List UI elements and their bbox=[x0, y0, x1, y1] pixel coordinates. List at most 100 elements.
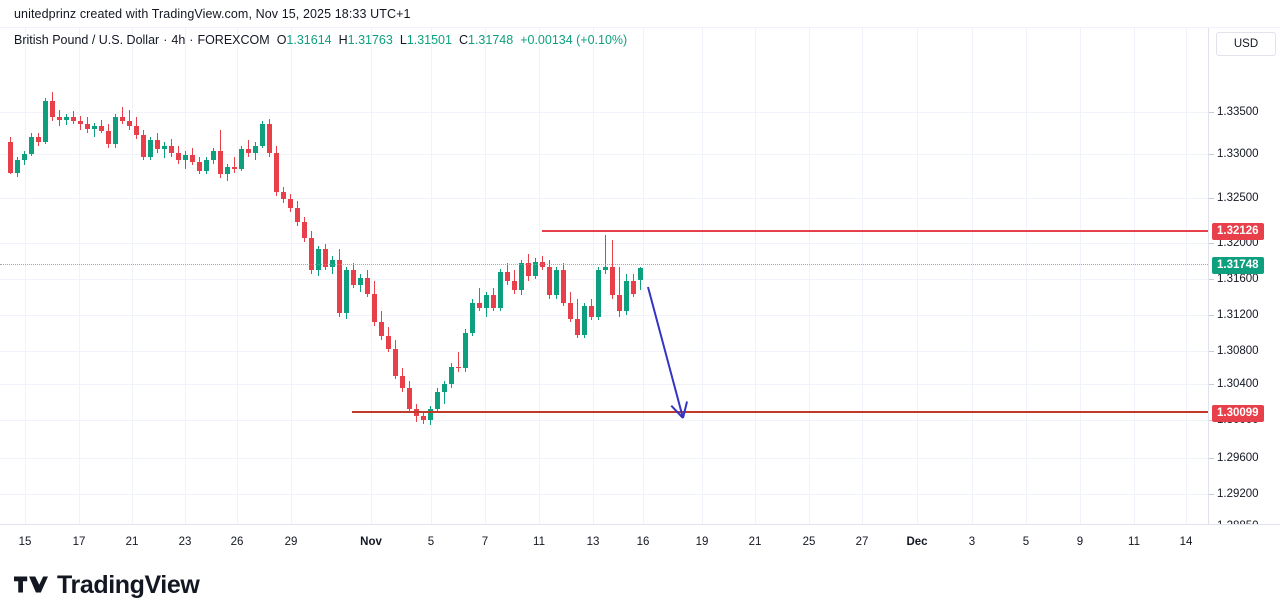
time-tick-label: 26 bbox=[230, 536, 244, 548]
vertical-gridline bbox=[132, 28, 133, 524]
time-tick-label: 11 bbox=[533, 536, 545, 548]
candle-body bbox=[498, 272, 503, 308]
candle-body bbox=[470, 302, 475, 333]
resistance-price-label[interactable]: 1.32126 bbox=[1212, 223, 1264, 240]
candle-body bbox=[505, 272, 510, 282]
currency-label: USD bbox=[1233, 38, 1259, 50]
candle-wick bbox=[94, 122, 95, 137]
price-tick-mark bbox=[1209, 351, 1214, 352]
bearish-projection-arrow[interactable] bbox=[0, 28, 1208, 524]
candle-body bbox=[526, 263, 531, 276]
candle-body bbox=[169, 145, 174, 153]
candle-body bbox=[190, 154, 195, 162]
support-line[interactable] bbox=[352, 411, 1208, 413]
candle-body bbox=[127, 120, 132, 127]
candle-wick bbox=[234, 156, 235, 173]
candle-body bbox=[260, 124, 265, 146]
candle-body bbox=[554, 270, 559, 296]
candle-wick bbox=[185, 151, 186, 169]
candle-wick bbox=[605, 234, 606, 275]
support-price-label[interactable]: 1.30099 bbox=[1212, 405, 1264, 422]
candle-body bbox=[22, 153, 27, 161]
vertical-gridline bbox=[79, 28, 80, 524]
candle-body bbox=[519, 263, 524, 291]
candle-body bbox=[323, 249, 328, 267]
attribution-text: unitedprinz created with TradingView.com… bbox=[14, 6, 411, 21]
candle-body bbox=[603, 266, 608, 271]
time-tick-label: 5 bbox=[1022, 536, 1030, 548]
tradingview-logo: TradingView bbox=[14, 571, 200, 600]
time-tick-label: 14 bbox=[1179, 536, 1193, 548]
candle-body bbox=[463, 332, 468, 369]
candle-body bbox=[8, 142, 13, 173]
time-tick-label: 29 bbox=[284, 536, 298, 548]
candle-body bbox=[421, 416, 426, 421]
candle-body bbox=[106, 130, 111, 145]
vertical-gridline bbox=[593, 28, 594, 524]
attribution-bar: unitedprinz created with TradingView.com… bbox=[0, 0, 1280, 28]
price-tick-mark bbox=[1209, 154, 1214, 155]
time-tick-label: 21 bbox=[748, 536, 762, 548]
candle-body bbox=[631, 281, 636, 294]
horizontal-gridline bbox=[0, 351, 1208, 352]
candle-wick bbox=[248, 140, 249, 157]
candle-body bbox=[365, 277, 370, 294]
candle-body bbox=[50, 101, 55, 118]
price-tick-mark bbox=[1209, 458, 1214, 459]
time-tick-label: 15 bbox=[18, 536, 32, 548]
price-tick-label: 1.31200 bbox=[1217, 309, 1259, 321]
vertical-gridline bbox=[485, 28, 486, 524]
candle-body bbox=[484, 295, 489, 308]
horizontal-gridline bbox=[0, 112, 1208, 113]
vertical-gridline bbox=[972, 28, 973, 524]
resistance-line[interactable] bbox=[542, 230, 1208, 232]
candle-body bbox=[211, 151, 216, 161]
candle-body bbox=[99, 126, 104, 131]
candle-body bbox=[379, 322, 384, 337]
candle-body bbox=[624, 281, 629, 312]
candle-wick bbox=[122, 106, 123, 125]
vertical-gridline bbox=[643, 28, 644, 524]
horizontal-gridline bbox=[0, 243, 1208, 244]
candle-body bbox=[575, 318, 580, 335]
time-tick-label: 25 bbox=[802, 536, 816, 548]
price-tick-label: 1.32000 bbox=[1217, 237, 1259, 249]
horizontal-gridline bbox=[0, 420, 1208, 421]
candle-body bbox=[351, 270, 356, 285]
price-tick-mark bbox=[1209, 494, 1214, 495]
candle-body bbox=[386, 336, 391, 349]
candle-body bbox=[36, 136, 41, 143]
candle-body bbox=[204, 160, 209, 171]
chart-plot-area[interactable] bbox=[0, 28, 1208, 524]
candle-body bbox=[295, 208, 300, 223]
horizontal-gridline bbox=[0, 279, 1208, 280]
time-axis[interactable]: 15 17 21 23 26 29 Nov 5 7 11 13 16 19 21 25 27 Dec 3 5 9 11 1… bbox=[0, 524, 1280, 561]
candle-body bbox=[218, 151, 223, 175]
last-price-label[interactable]: 1.31748 bbox=[1212, 257, 1264, 274]
vertical-gridline bbox=[862, 28, 863, 524]
price-tick-mark bbox=[1209, 384, 1214, 385]
time-tick-label: 5 bbox=[427, 536, 435, 548]
candle-body bbox=[64, 117, 69, 120]
candle-body bbox=[449, 366, 454, 385]
horizontal-gridline bbox=[0, 315, 1208, 316]
candle-wick bbox=[619, 266, 620, 317]
price-tick-label: 1.29600 bbox=[1217, 452, 1259, 464]
candle-body bbox=[638, 267, 643, 281]
horizontal-gridline bbox=[0, 154, 1208, 155]
candle-body bbox=[176, 152, 181, 161]
candle-body bbox=[337, 259, 342, 314]
price-tick-mark bbox=[1209, 279, 1214, 280]
candle-wick bbox=[129, 110, 130, 130]
price-axis[interactable]: USD 1.33500 1.33000 1.32500 1.32000 1.31600 1… bbox=[1208, 28, 1280, 532]
candle-wick bbox=[444, 380, 445, 405]
candle-wick bbox=[164, 142, 165, 159]
vertical-gridline bbox=[755, 28, 756, 524]
candle-body bbox=[400, 375, 405, 388]
price-tick-label: 1.31600 bbox=[1217, 273, 1259, 285]
candle-body bbox=[568, 302, 573, 319]
vertical-gridline bbox=[291, 28, 292, 524]
candle-body bbox=[281, 192, 286, 200]
candle-body bbox=[477, 302, 482, 308]
vertical-gridline bbox=[1134, 28, 1135, 524]
